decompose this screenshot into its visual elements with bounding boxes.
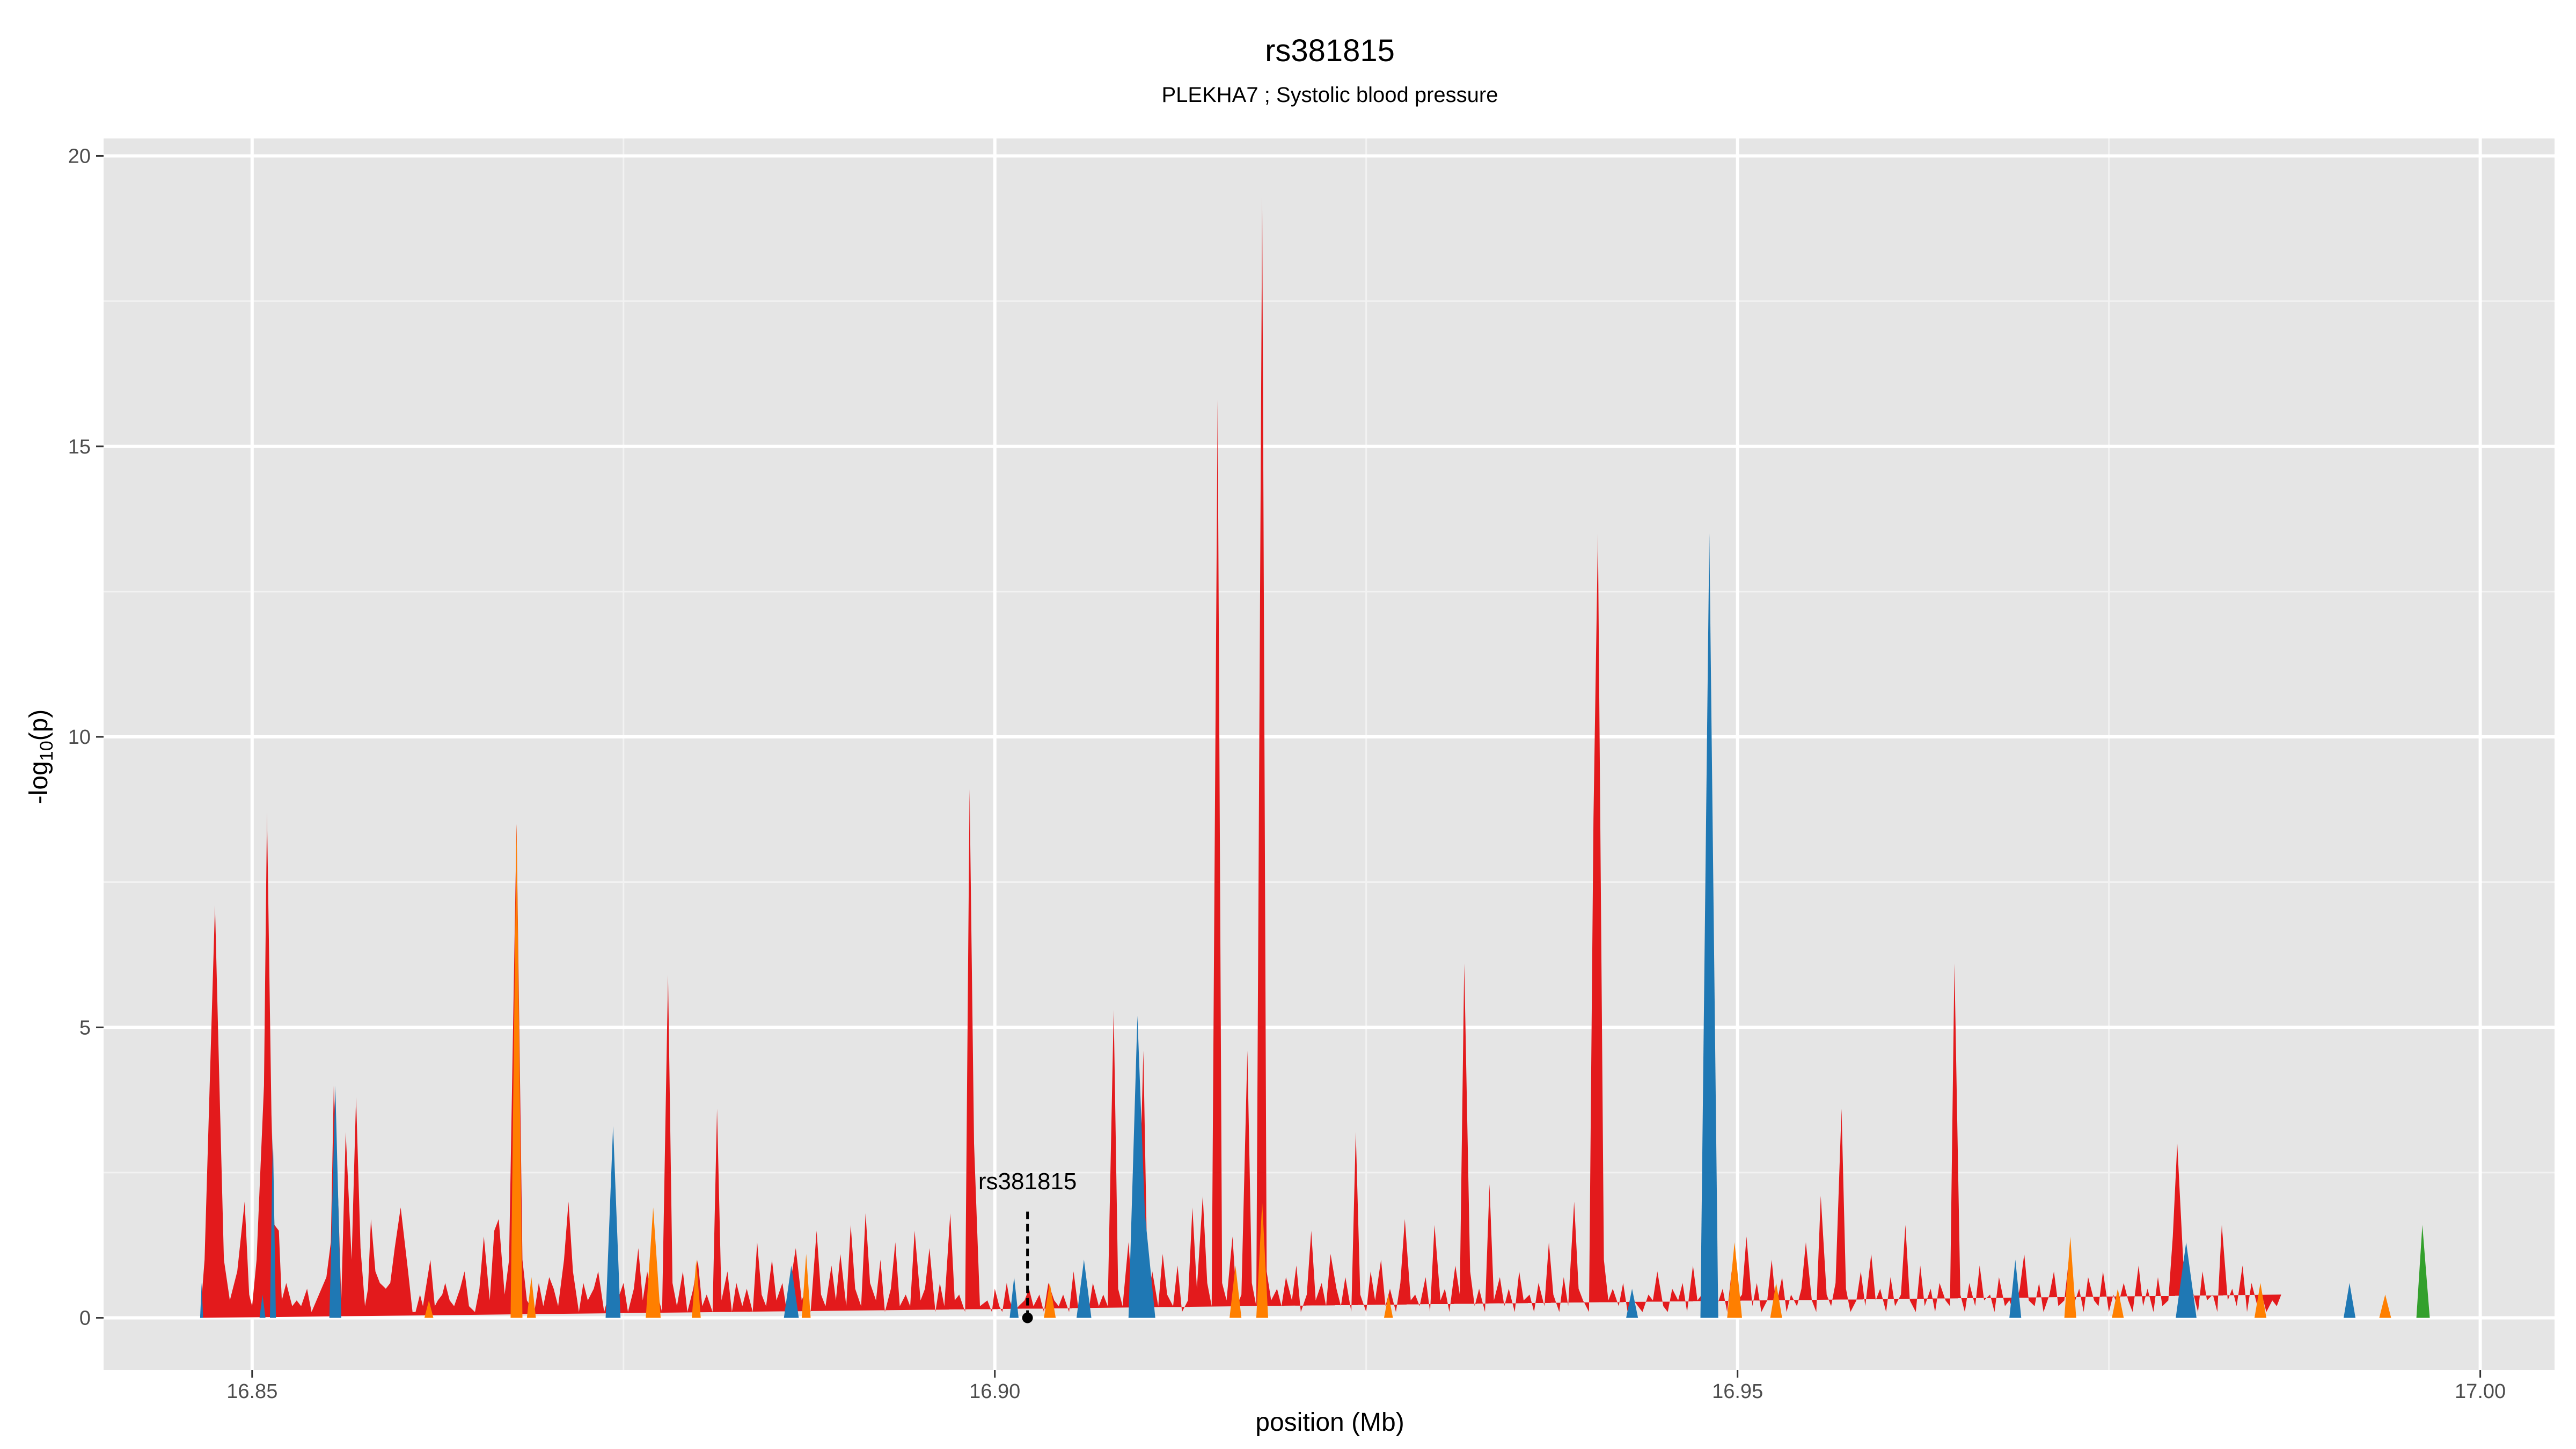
blue-area — [200, 1283, 203, 1318]
blue-area — [2009, 1260, 2022, 1318]
orange-area — [2112, 1289, 2124, 1318]
orange-area — [1384, 1294, 1393, 1318]
blue-area — [259, 1294, 266, 1318]
blue-area — [784, 1265, 799, 1318]
annotations: rs381815 — [978, 1168, 1077, 1323]
annotation-point — [1022, 1312, 1033, 1323]
orange-area — [510, 824, 523, 1318]
orange-area — [526, 1277, 536, 1318]
x-axis: 16.85 16.90 16.95 17.00 — [226, 1370, 2506, 1403]
orange-area — [1256, 1202, 1268, 1318]
orange-area — [801, 1254, 811, 1318]
x-tick-label: 16.90 — [969, 1380, 1020, 1403]
data-areas — [200, 196, 2430, 1318]
x-axis-title: position (Mb) — [1255, 1408, 1404, 1437]
annotation-label: rs381815 — [978, 1168, 1077, 1195]
blue-area — [1128, 1015, 1155, 1318]
y-axis-title: -log10(p) — [25, 709, 57, 804]
blue-area — [1009, 1277, 1019, 1318]
blue-area — [270, 1132, 276, 1318]
x-tick-label: 16.85 — [226, 1380, 277, 1403]
y-tick-label: 15 — [68, 436, 91, 458]
blue-area — [1700, 533, 1718, 1318]
blue-area — [1077, 1260, 1092, 1318]
orange-area — [1727, 1242, 1742, 1318]
orange-area — [1770, 1283, 1782, 1318]
blue-area — [1626, 1289, 1638, 1318]
y-axis-title-tail: (p) — [25, 709, 53, 741]
orange-area — [2254, 1283, 2266, 1318]
y-tick-label: 5 — [79, 1016, 91, 1039]
orange-area — [646, 1207, 661, 1318]
blue-area — [2344, 1283, 2356, 1318]
blue-area — [2176, 1242, 2197, 1318]
y-axis-title-main: -log — [25, 761, 53, 804]
chart-title: rs381815 — [1265, 33, 1395, 68]
blue-area — [329, 1085, 341, 1318]
x-tick-label: 16.95 — [1712, 1380, 1763, 1403]
orange-area — [2064, 1236, 2076, 1318]
chart-subtitle: PLEKHA7 ; Systolic blood pressure — [1162, 83, 1498, 107]
plot-panel — [104, 138, 2555, 1370]
blue-area — [605, 1126, 621, 1318]
orange-area — [2379, 1294, 2391, 1318]
y-axis: 0 5 10 15 20 — [68, 145, 104, 1330]
green-area — [2416, 1225, 2430, 1318]
y-axis-title-sub: 10 — [36, 741, 57, 761]
y-tick-label: 0 — [79, 1307, 91, 1330]
orange-area — [424, 1300, 434, 1318]
title-group: rs381815 PLEKHA7 ; Systolic blood pressu… — [1162, 33, 1498, 107]
orange-area — [692, 1260, 701, 1318]
x-tick-label: 17.00 — [2455, 1380, 2506, 1403]
orange-area — [1044, 1283, 1056, 1318]
y-tick-label: 20 — [68, 145, 91, 167]
orange-area — [1230, 1265, 1242, 1318]
y-tick-label: 10 — [68, 726, 91, 749]
